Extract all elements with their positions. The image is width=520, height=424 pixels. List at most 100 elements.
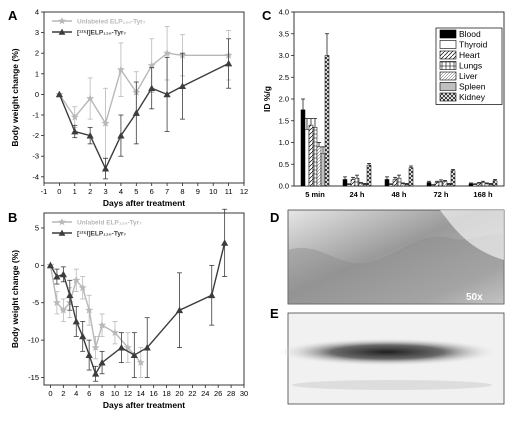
x-tick-label: 16 bbox=[150, 389, 158, 398]
x-tick-label: 10 bbox=[209, 187, 217, 196]
legend-marker bbox=[58, 17, 66, 25]
x-tick-label: 5 min bbox=[305, 190, 325, 199]
x-tick-label: 8 bbox=[180, 187, 184, 196]
data-point bbox=[123, 343, 132, 351]
data-point bbox=[136, 358, 145, 366]
data-point bbox=[178, 82, 187, 90]
legend-label: Blood bbox=[459, 29, 481, 39]
x-tick-label: 24 bbox=[201, 389, 209, 398]
chart-c: 0.0 0.5 1.0 1.5 2.0 2.5 3.0 3.5 4.0 ID %/g 5 min 24… bbox=[262, 8, 505, 199]
magnification-label: 50x bbox=[466, 292, 483, 303]
bar bbox=[446, 184, 452, 187]
data-point bbox=[132, 109, 140, 116]
x-tick-label: 4 bbox=[74, 389, 78, 398]
bar bbox=[308, 124, 314, 187]
y-tick-label: 5 bbox=[35, 223, 39, 232]
data-point bbox=[59, 306, 68, 314]
x-tick-label: 24 h bbox=[349, 190, 364, 199]
x-tick-label: 6 bbox=[87, 389, 91, 398]
x-tick-label: 72 h bbox=[433, 190, 448, 199]
x-tick-label: 5 bbox=[134, 187, 138, 196]
data-point bbox=[221, 239, 229, 246]
y-tick-label: -1 bbox=[32, 111, 39, 120]
x-tick-label: 1 bbox=[73, 187, 77, 196]
data-point bbox=[163, 49, 172, 57]
x-tick-label: 11 bbox=[225, 187, 233, 196]
bar bbox=[342, 179, 348, 187]
legend-label: Heart bbox=[459, 50, 480, 60]
data-point bbox=[101, 164, 110, 172]
x-tick-label: 8 bbox=[100, 389, 104, 398]
data-point bbox=[225, 59, 233, 67]
legend-marker bbox=[58, 218, 66, 226]
data-point bbox=[208, 291, 216, 299]
bar bbox=[468, 183, 474, 187]
y-tick-label: 4.0 bbox=[279, 8, 289, 17]
y-tick-label: 2.5 bbox=[279, 73, 289, 82]
data-point bbox=[92, 370, 100, 377]
data-point bbox=[111, 328, 119, 337]
legend-swatch bbox=[439, 82, 457, 91]
y-tick-label: -10 bbox=[28, 336, 39, 345]
x-tick-label: 28 bbox=[227, 389, 235, 398]
data-point bbox=[86, 132, 94, 139]
legend-swatch bbox=[439, 71, 457, 81]
bar bbox=[316, 146, 322, 187]
legend-label: [¹²⁵I]ELP₁₂₀-Tyr₇ bbox=[77, 231, 126, 238]
data-point bbox=[147, 61, 156, 69]
data-point bbox=[85, 351, 93, 358]
plot-frame bbox=[43, 11, 245, 184]
autoradiograph-panel bbox=[280, 312, 505, 405]
micrograph-panel: 50x bbox=[287, 209, 505, 305]
data-point bbox=[148, 84, 156, 92]
bar bbox=[484, 183, 490, 187]
bar bbox=[426, 182, 432, 187]
legend-swatch bbox=[439, 50, 457, 60]
bar bbox=[300, 109, 306, 187]
panel-label-d: D bbox=[270, 210, 279, 225]
x-tick-label: 26 bbox=[214, 389, 222, 398]
panel-label-c: C bbox=[262, 8, 272, 23]
bar bbox=[472, 184, 478, 187]
y-tick-label: 1.5 bbox=[279, 116, 289, 125]
y-tick-label: -3 bbox=[32, 152, 39, 161]
y-tick-label: 3.0 bbox=[279, 51, 289, 60]
legend-swatch bbox=[439, 29, 457, 39]
legend-marker bbox=[58, 28, 66, 35]
x-tick-label: 4 bbox=[119, 187, 123, 196]
y-tick-label: 1.0 bbox=[279, 138, 289, 147]
y-axis-label: ID %/g bbox=[262, 86, 272, 112]
data-point bbox=[72, 276, 81, 284]
x-tick-label: 12 bbox=[240, 187, 248, 196]
data-point bbox=[55, 90, 63, 98]
bar bbox=[346, 184, 352, 187]
bar bbox=[304, 129, 310, 187]
bar bbox=[396, 177, 402, 187]
y-tick-label: -15 bbox=[28, 373, 39, 382]
bar bbox=[358, 183, 364, 187]
legend-swatch bbox=[439, 92, 457, 102]
series-line bbox=[58, 62, 229, 171]
data-point bbox=[143, 344, 151, 351]
x-tick-label: 2 bbox=[88, 187, 92, 196]
x-tick-label: 6 bbox=[150, 187, 154, 196]
data-point bbox=[72, 317, 80, 325]
bar bbox=[350, 179, 356, 187]
x-tick-label: 3 bbox=[103, 187, 107, 196]
series-line bbox=[58, 52, 229, 126]
chart-b: 0 2 4 6 8 10 12 14 16 18 20 22 24 26 28 30-15-10-505Day… bbox=[10, 208, 248, 410]
x-axis-label: Days after treatment bbox=[103, 400, 185, 410]
data-point bbox=[78, 283, 87, 292]
data-point bbox=[101, 119, 110, 127]
tissue-region bbox=[288, 233, 504, 304]
y-tick-label: -4 bbox=[32, 172, 39, 181]
data-point bbox=[59, 270, 67, 278]
legend-label: Kidney bbox=[459, 92, 486, 102]
bar bbox=[366, 164, 372, 187]
bar bbox=[388, 184, 394, 187]
legend-label: [¹²⁵I]ELP₁₂₀-Tyr₇ bbox=[77, 30, 126, 37]
legend-label: Thyroid bbox=[459, 40, 488, 50]
bar bbox=[430, 184, 436, 187]
bar bbox=[362, 184, 368, 187]
y-axis-label: Body weight change (%) bbox=[10, 250, 20, 348]
